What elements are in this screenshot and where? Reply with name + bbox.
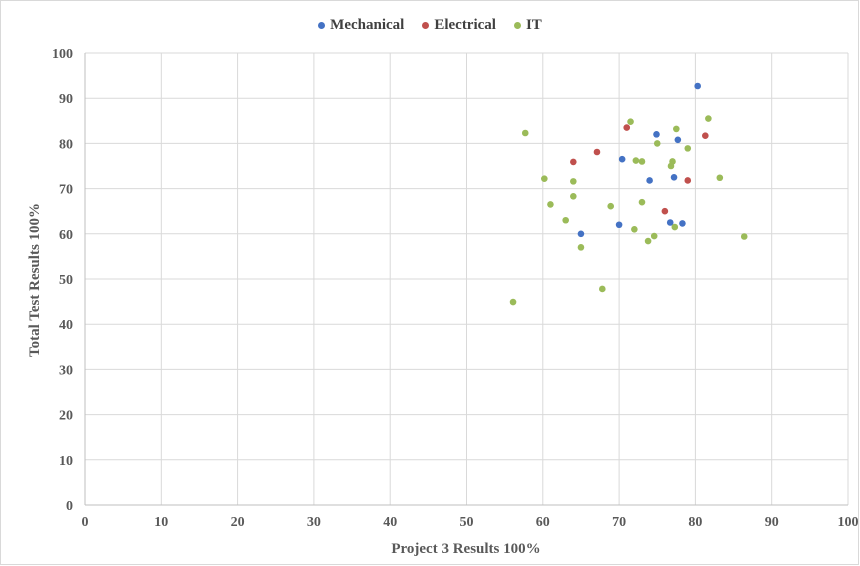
legend-label-it: IT: [525, 16, 542, 33]
data-point-mechanical: [670, 174, 678, 181]
data-point-it: [671, 223, 679, 231]
data-point-it: [627, 118, 634, 126]
data-point-it: [632, 157, 640, 164]
x-tick-label: 40: [383, 515, 397, 530]
y-tick-label: 80: [59, 137, 73, 152]
data-point-electrical: [702, 132, 709, 140]
data-point-electrical: [623, 124, 631, 131]
legend-label-mechanical: Mechanical: [330, 16, 405, 33]
data-point-it: [599, 285, 606, 293]
data-point-mechanical: [674, 136, 682, 144]
y-tick-label: 30: [59, 363, 73, 378]
legend: Mechanical Electrical IT: [0, 14, 860, 36]
data-point-it: [547, 201, 554, 208]
x-tick-label: 20: [231, 515, 245, 530]
data-point-it: [577, 244, 585, 251]
legend-item-it: IT: [513, 16, 542, 34]
data-point-it: [607, 202, 615, 210]
data-point-it: [521, 129, 529, 137]
y-tick-label: 100: [52, 47, 73, 62]
data-point-it: [631, 225, 638, 233]
data-point-electrical: [684, 177, 692, 184]
data-point-mechanical: [615, 221, 623, 229]
data-point-mechanical: [694, 82, 701, 90]
legend-marker-electrical: [422, 21, 430, 29]
data-point-electrical: [661, 207, 669, 215]
data-point-electrical: [593, 148, 601, 156]
data-point-mechanical: [618, 155, 626, 163]
data-point-it: [570, 192, 577, 200]
data-points: [509, 82, 748, 306]
data-point-it: [638, 158, 646, 165]
data-point-mechanical: [666, 219, 674, 226]
x-tick-label: 80: [688, 515, 702, 530]
data-point-it: [667, 162, 675, 170]
data-point-it: [509, 298, 517, 306]
x-tick-label: 100: [838, 515, 859, 530]
data-point-mechanical: [577, 230, 585, 238]
data-point-it: [541, 175, 548, 182]
data-point-it: [684, 145, 692, 152]
x-tick-label: 50: [460, 515, 474, 530]
legend-item-mechanical: Mechanical: [318, 17, 404, 34]
data-point-it: [705, 115, 712, 122]
legend-label-electrical: Electrical: [434, 16, 496, 33]
x-tick-label: 70: [612, 515, 626, 530]
data-point-it: [562, 216, 569, 224]
y-tick-label: 60: [59, 228, 73, 243]
x-tick-label: 10: [154, 515, 168, 530]
y-tick-label: 70: [59, 183, 73, 198]
y-tick-label: 90: [59, 92, 73, 107]
y-tick-labels: 0 10 20 30 40 50 60 70 80 90 100: [52, 47, 73, 514]
legend-item-electrical: Electrical: [422, 17, 496, 34]
data-point-mechanical: [653, 131, 660, 138]
data-point-it: [716, 174, 724, 182]
y-tick-label: 40: [59, 318, 73, 333]
data-point-electrical: [570, 158, 577, 166]
x-tick-label: 30: [307, 515, 321, 530]
x-tick-label: 0: [82, 515, 89, 530]
data-point-it: [740, 233, 748, 240]
x-tick-label: 60: [536, 515, 550, 530]
data-point-it: [570, 178, 577, 185]
gridlines: [84, 52, 849, 506]
y-tick-label: 20: [59, 409, 73, 424]
x-tick-label: 90: [765, 515, 779, 530]
data-point-it: [673, 125, 680, 133]
y-tick-label: 0: [66, 499, 73, 514]
data-point-it: [650, 232, 658, 240]
legend-marker-it: [513, 21, 521, 29]
data-point-it: [644, 237, 652, 245]
y-tick-label: 10: [59, 454, 73, 469]
y-axis-title: Total Test Results 100%: [27, 203, 43, 357]
y-tick-label: 50: [59, 273, 73, 288]
x-tick-labels: 0 10 20 30 40 50 60 70 80 90 100: [82, 515, 859, 530]
data-point-it: [638, 198, 646, 206]
x-axis-title: Project 3 Results 100%: [391, 541, 540, 557]
legend-marker-mechanical: [318, 21, 326, 29]
data-point-mechanical: [646, 177, 653, 184]
data-point-mechanical: [679, 220, 686, 227]
data-point-it: [653, 140, 661, 147]
